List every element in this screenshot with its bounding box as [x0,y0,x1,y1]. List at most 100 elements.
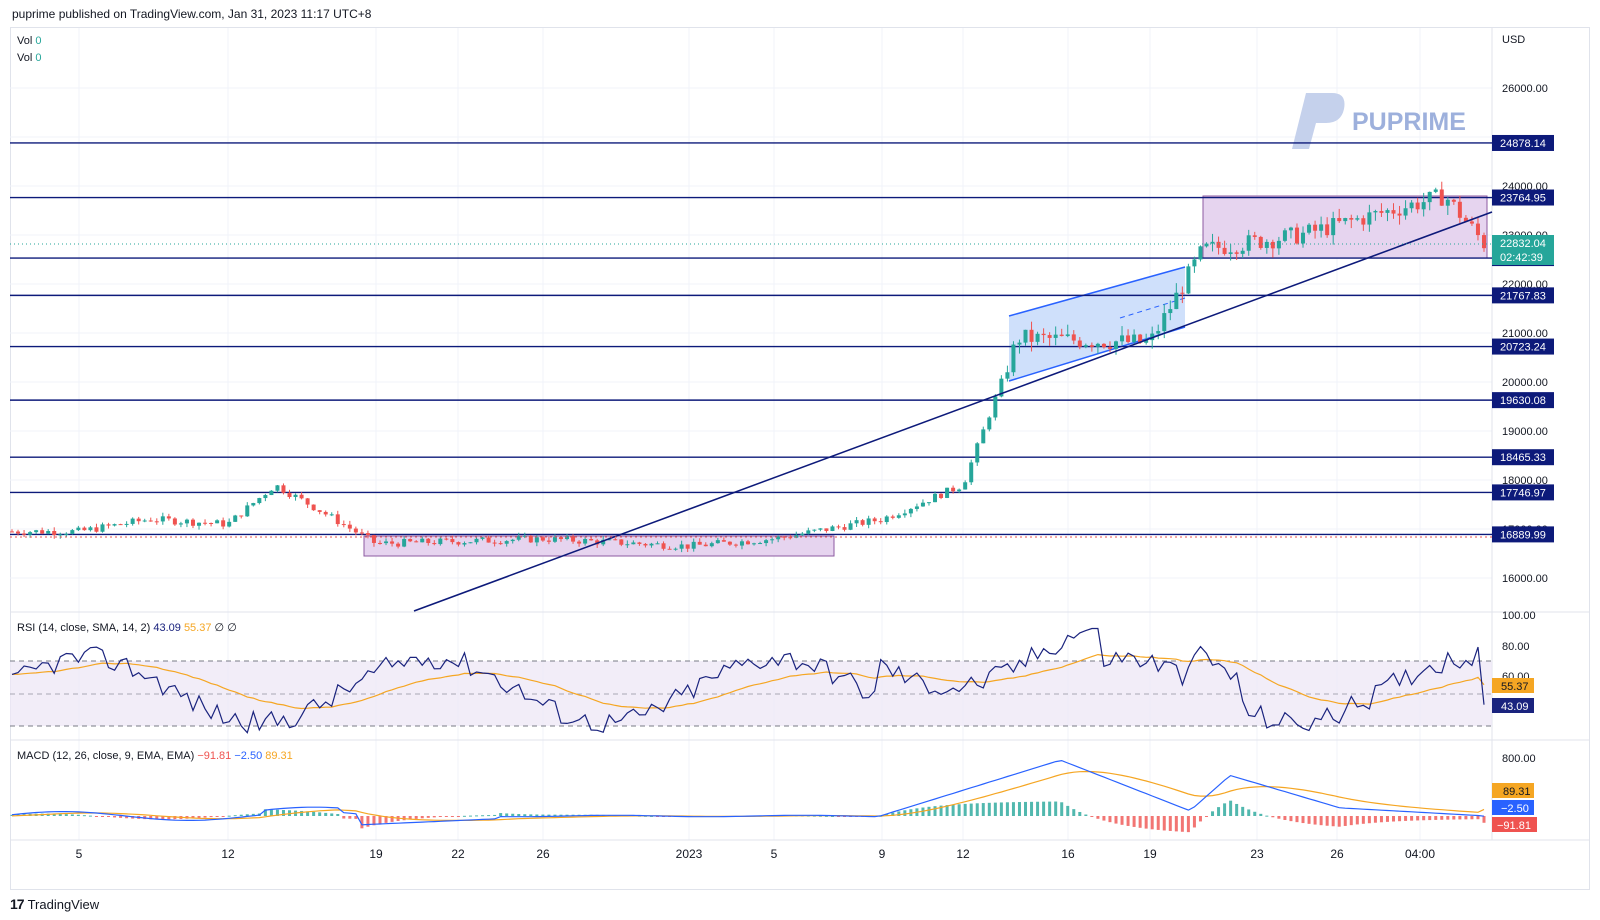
level-badge-6 [1492,449,1554,466]
time-label-10: 19 [1143,847,1157,861]
macd-hist-bar-237 [1440,816,1444,820]
macd-hist-bar-198 [1204,816,1208,817]
macd-hist-bar-79 [487,815,491,817]
candle-body-34 [215,520,220,524]
candle-body-150 [914,506,919,509]
macd-hist-bar-207 [1259,813,1263,816]
macd-hist-bar-30 [191,816,195,819]
macd-hist-bar-36 [227,815,231,817]
support-resistance-levels [10,142,1492,536]
macd-hist-bar-146 [891,812,895,816]
macd-hist-bar-175 [1066,805,1070,816]
candle-body-196 [1192,259,1197,267]
macd-hist-bar-60 [372,816,376,826]
candle-body-218 [1325,224,1330,236]
macd-hist-bar-51 [318,812,322,816]
time-axis-labels: 5 12 19 22 26 2023 5 9 12 16 19 23 26 04:00 [76,847,1436,861]
macd-hist-bar-200 [1217,807,1221,816]
candle-body-65 [402,539,407,547]
macd-hist-bar-59 [366,816,370,827]
candle-body-1 [16,531,21,534]
macd-hist-bar-238 [1446,816,1450,820]
candle-body-74 [456,542,461,545]
time-label-9: 16 [1061,847,1075,861]
candle-body-202 [1228,252,1233,254]
candle-body-92 [565,536,570,540]
macd-hist-bar-88 [541,814,545,816]
candle-body-42 [263,495,268,499]
candle-body-205 [1246,235,1251,251]
candle-body-225 [1367,212,1372,225]
macd-hist-bar-18 [119,816,123,818]
macd-hist-bar-179 [1090,816,1094,817]
time-label-2: 19 [369,847,383,861]
long-trendline [413,211,1493,612]
current-price-badge [1492,235,1554,265]
candle-body-32 [203,522,208,524]
candle-body-123 [752,543,757,545]
candle-body-103 [631,542,636,545]
candle-body-54 [335,514,340,525]
level-badge-3 [1492,287,1554,304]
candle-body-83 [510,539,515,542]
candle-body-186 [1132,334,1137,342]
time-label-4: 26 [536,847,550,861]
macd-tick-800: 800.00 [1502,753,1536,765]
candle-body-66 [408,539,413,542]
candle-body-24 [154,521,159,523]
candle-body-187 [1138,334,1143,343]
candle-body-203 [1234,252,1239,254]
macd-badge [1492,800,1534,815]
candle-body-193 [1174,292,1179,310]
macd-hist-bar-204 [1241,806,1245,816]
macd-hist-bar-70 [432,816,436,818]
candle-body-195 [1186,266,1191,294]
candle-body-146 [890,516,895,518]
macd-hist-bar-241 [1464,816,1468,820]
macd-hist-bar-84 [517,814,521,816]
candle-body-157 [957,489,962,492]
time-label-5: 2023 [676,847,703,861]
macd-hist-bar-45 [281,809,285,816]
macd-hist-bar-148 [903,810,907,816]
candle-body-197 [1198,246,1203,260]
candle-body-238 [1445,199,1450,206]
candle-body-214 [1301,232,1306,244]
macd-hist-badge [1492,817,1537,832]
macd-hist-bar-53 [330,813,334,816]
candle-body-179 [1089,345,1094,347]
candle-body-101 [619,539,624,545]
macd-hist-bar-10 [70,814,74,816]
macd-hist-bar-223 [1355,816,1359,825]
macd-hist-bar-155 [945,805,949,816]
macd-hist-bar-33 [209,816,213,818]
candle-body-233 [1415,202,1420,210]
macd-hist-bar-39 [245,814,249,816]
candle-body-211 [1282,230,1287,241]
candle-body-79 [486,537,491,543]
candle-body-175 [1065,334,1070,337]
candle-body-110 [673,548,678,550]
candle-body-48 [299,494,304,499]
candle-body-239 [1451,199,1456,202]
candle-body-63 [390,541,395,544]
candle-body-240 [1457,201,1462,218]
candle-body-109 [667,548,672,550]
candle-body-90 [552,537,557,542]
macd-hist-bar-164 [999,802,1003,816]
candle-body-172 [1047,335,1052,338]
candle-body-106 [649,543,654,546]
candle-body-152 [926,502,931,504]
level-badge-text-1: 23764.95 [1500,193,1546,205]
macd-hist-bar-15 [100,816,104,817]
tradingview-logo-icon: 17 [10,896,25,912]
candle-body-15 [100,524,105,532]
macd-hist-bar-214 [1301,816,1305,824]
macd-hist-bar-221 [1343,816,1347,826]
candle-body-72 [444,538,449,540]
macd-hist-bar-161 [981,803,985,816]
macd-hist-bar-11 [76,814,80,816]
candle-body-55 [341,524,346,526]
level-badge-1 [1492,189,1554,206]
